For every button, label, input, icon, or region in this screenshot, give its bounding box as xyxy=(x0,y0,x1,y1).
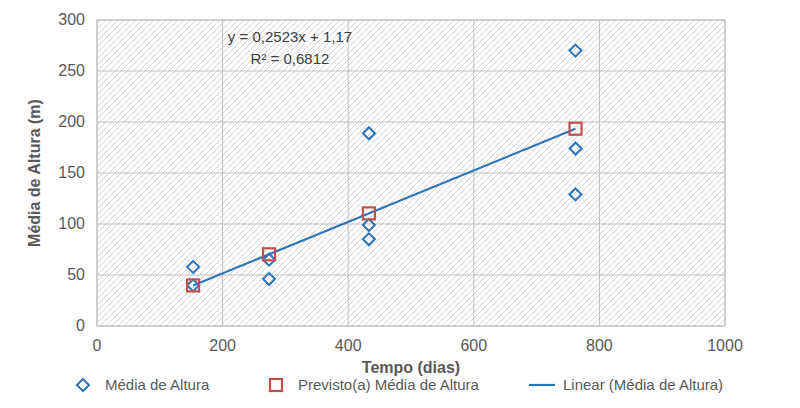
axis-title: Média de Altura (m) xyxy=(26,99,43,247)
legend-label: Linear (Média de Altura) xyxy=(563,376,723,393)
point xyxy=(570,123,582,135)
legend-item: Média de Altura xyxy=(77,376,210,393)
chart: 0 50 100 150 200 250 300 0 200 400 600 800 1000 Tempo… xyxy=(0,0,800,408)
legend-item: Previsto(a) Média de Altura xyxy=(270,376,480,393)
point xyxy=(570,45,582,57)
legend-swatch xyxy=(529,384,555,386)
tick-label: 0 xyxy=(93,337,102,354)
point xyxy=(187,261,199,273)
tick-label: 200 xyxy=(58,113,85,130)
tick-label: 0 xyxy=(76,317,85,334)
grid-line xyxy=(348,20,349,326)
grid-line xyxy=(599,20,600,326)
grid-line xyxy=(473,20,474,326)
grid-line xyxy=(97,224,725,225)
grid-line xyxy=(222,20,223,326)
axis-title: Tempo (dias) xyxy=(362,359,460,376)
point xyxy=(187,279,199,291)
grid-line xyxy=(97,173,725,174)
tick-label: 100 xyxy=(58,215,85,232)
point xyxy=(263,273,275,285)
grid-line xyxy=(97,275,725,276)
tick-label: 200 xyxy=(209,337,236,354)
point xyxy=(570,188,582,200)
annotation: y = 0,2523x + 1,17 xyxy=(228,28,352,45)
point xyxy=(363,219,375,231)
legend-label: Previsto(a) Média de Altura xyxy=(298,376,480,393)
tick-label: 250 xyxy=(58,62,85,79)
point xyxy=(363,127,375,139)
tick-label: 50 xyxy=(67,266,85,283)
grid-line xyxy=(97,122,725,123)
grid-line xyxy=(97,71,725,72)
tick-label: 800 xyxy=(586,337,613,354)
legend-swatch xyxy=(270,379,282,391)
tick-label: 400 xyxy=(335,337,362,354)
legend-label: Média de Altura xyxy=(105,376,210,393)
annotation: R² = 0,6812 xyxy=(251,50,330,67)
tick-label: 1000 xyxy=(707,337,743,354)
plot-frame xyxy=(97,20,725,326)
data-layer xyxy=(187,45,581,292)
point xyxy=(187,279,199,291)
point xyxy=(570,143,582,155)
legend-swatch xyxy=(77,379,89,391)
plot-area xyxy=(97,20,725,326)
point xyxy=(363,207,375,219)
tick-label: 300 xyxy=(58,11,85,28)
legend-item: Linear (Média de Altura) xyxy=(529,376,723,393)
point xyxy=(363,233,375,245)
tick-label: 600 xyxy=(460,337,487,354)
point xyxy=(263,248,275,260)
trend-line xyxy=(193,129,575,286)
tick-label: 150 xyxy=(58,164,85,181)
